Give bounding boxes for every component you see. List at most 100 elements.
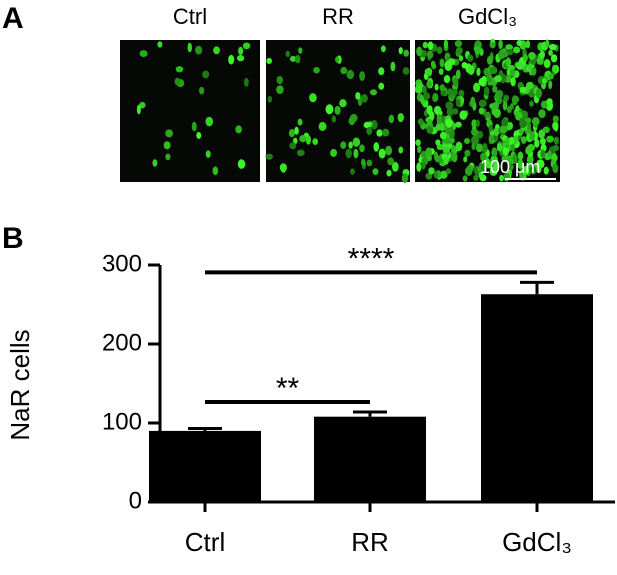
cell [235,125,242,134]
cell [305,135,312,145]
cell [376,129,383,137]
cell [483,86,490,96]
cell [430,60,436,68]
cell [471,142,476,151]
cell [422,85,427,94]
cell [417,118,424,126]
cell [139,101,146,109]
cell [516,39,523,47]
cell [416,46,423,57]
cell [436,113,443,124]
cell [473,174,479,181]
cell [493,162,500,172]
cell [502,147,510,156]
cell [509,163,514,171]
cell [294,126,299,135]
cell [540,149,546,159]
cell [175,66,184,73]
cell [529,100,534,107]
cell [489,66,498,75]
cell [543,59,551,69]
cell [440,170,448,179]
cell [435,139,441,146]
cell [495,91,501,101]
cell [469,67,475,74]
cell [397,112,404,123]
cell [426,80,432,88]
cell [434,83,439,91]
cell [339,99,347,108]
cell [458,55,464,62]
cell [517,159,524,170]
cell [478,172,484,179]
cell [447,88,453,97]
cell [446,106,454,117]
cell [462,175,468,182]
cell [152,159,158,167]
cell [289,55,297,62]
cell [348,141,353,149]
cell [313,66,320,74]
cell [427,118,433,126]
cell [163,141,171,150]
cell [331,115,337,123]
cell [228,54,235,65]
significance-label: ** [276,372,300,405]
cell [330,148,338,157]
x-tick-label: Ctrl [185,527,225,557]
cell [496,142,503,152]
cell [539,50,545,59]
cell [318,121,327,131]
cell [346,69,355,80]
cell [265,153,273,160]
cell [515,105,520,113]
cell [237,159,246,169]
cell [432,92,439,102]
cell [529,131,536,141]
cell [363,121,371,129]
cell [280,163,287,173]
cell [289,142,297,150]
cell [525,81,534,90]
cell [433,170,438,179]
cell [451,152,458,163]
cell [543,166,549,175]
scale-bar-label: 100 μm [480,157,540,177]
cell [535,88,542,99]
cell [528,52,536,60]
cell [492,101,500,110]
y-tick-label: 0 [129,487,142,514]
cell [352,137,361,147]
cell [372,168,379,175]
cell [510,143,516,152]
cell [474,45,481,55]
cell [340,66,348,75]
cell [546,98,553,106]
cell [425,172,433,180]
image-label: RR [322,4,354,29]
cell [538,109,546,119]
cell [366,159,373,167]
cell [471,119,477,128]
cell [552,163,559,174]
cell [482,143,488,153]
cell [464,166,473,176]
cell [401,173,409,183]
cell [436,144,444,151]
cell [525,40,531,49]
cell [519,86,527,94]
cell [415,139,421,146]
cell [439,84,446,92]
cell [552,115,559,123]
cell [366,126,373,136]
cell [439,131,447,140]
cell [548,73,554,80]
cell [213,46,220,55]
cell [428,167,435,175]
y-tick-label: 200 [102,329,142,356]
cell [373,142,380,152]
cell [512,154,518,164]
image-label: Ctrl [173,4,207,29]
cell [550,54,558,63]
cell [553,123,559,132]
